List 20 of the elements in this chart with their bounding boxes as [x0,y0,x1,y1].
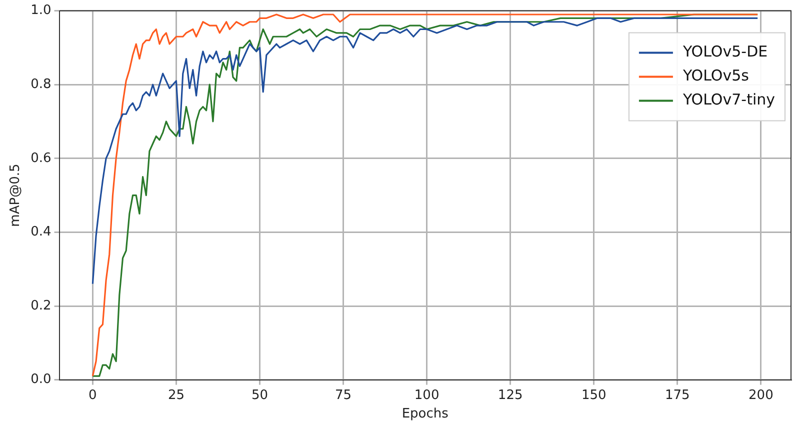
x-tick-label: 25 [168,388,184,403]
x-tick-label: 100 [414,388,440,403]
x-tick-label: 0 [88,388,97,403]
x-tick-label: 50 [251,388,268,403]
x-axis-title: Epochs [402,406,449,422]
legend-label: YOLOv5-DE [682,42,768,61]
x-tick-label: 75 [335,388,352,403]
legend-label: YOLOv7-tiny [682,90,776,109]
y-tick-label: 1.0 [30,3,52,18]
y-tick-label: 0.8 [30,76,52,92]
y-tick-label: 0.4 [30,224,52,240]
y-tick-label: 0.2 [30,298,52,314]
x-tick-label: 200 [748,388,774,403]
x-tick-label: 150 [581,388,606,403]
x-tick-label: 125 [498,388,523,403]
y-tick-label: 0.0 [30,372,52,388]
x-tick-label: 175 [664,388,690,403]
y-axis-title: mAP@0.5 [8,164,24,227]
legend-label: YOLOv5s [682,66,750,85]
y-tick-label: 0.6 [30,150,52,166]
